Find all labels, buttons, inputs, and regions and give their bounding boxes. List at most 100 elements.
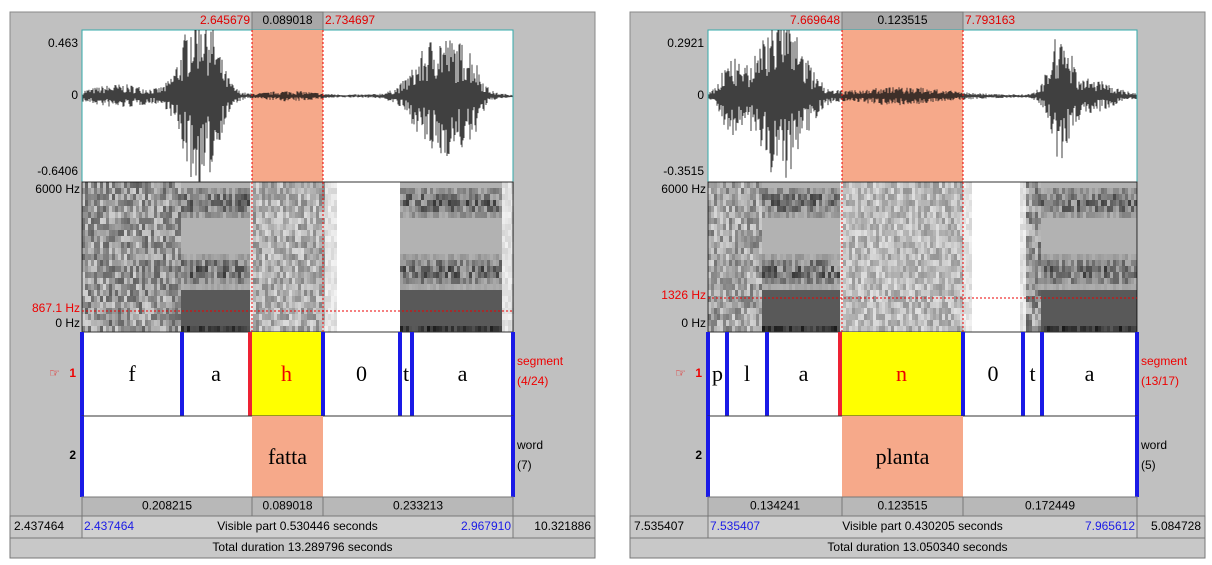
spectrogram-cell bbox=[298, 200, 301, 206]
spectrogram-cell bbox=[460, 224, 463, 230]
spectrogram-cell bbox=[280, 278, 283, 284]
spectrogram-cell bbox=[424, 218, 427, 224]
spectrogram-cell bbox=[133, 278, 136, 284]
spectrogram-cell bbox=[870, 266, 873, 272]
spectrogram-cell bbox=[915, 218, 918, 224]
interval-label[interactable]: h bbox=[281, 361, 292, 386]
spectrogram-cell bbox=[469, 314, 472, 320]
interval-label[interactable]: t bbox=[403, 361, 409, 386]
spectrogram-cell bbox=[744, 254, 747, 260]
spectrogram-cell bbox=[403, 242, 406, 248]
spectrogram-cell bbox=[253, 230, 256, 236]
spectrogram-cell bbox=[82, 248, 85, 254]
spectrogram-cell bbox=[91, 278, 94, 284]
spectrogram-cell bbox=[82, 314, 85, 320]
interval-label[interactable]: 0 bbox=[356, 361, 367, 386]
spectrogram-cell bbox=[451, 182, 454, 188]
spectrogram-cell bbox=[151, 260, 154, 266]
spectrogram-cell bbox=[307, 224, 310, 230]
spectrogram-cell bbox=[115, 284, 118, 290]
spectrogram-cell bbox=[843, 242, 846, 248]
spectrogram-cell bbox=[478, 296, 481, 302]
spectrogram-cell bbox=[265, 206, 268, 212]
spectrogram-cell bbox=[475, 194, 478, 200]
spectrogram-cell bbox=[864, 284, 867, 290]
spectrogram-cell bbox=[181, 242, 184, 248]
spectrogram-cell bbox=[319, 248, 322, 254]
spectrogram-cell bbox=[472, 230, 475, 236]
spectrogram-cell bbox=[238, 242, 241, 248]
spectrogram-cell bbox=[91, 260, 94, 266]
spectrogram-cell bbox=[711, 242, 714, 248]
spectrogram-cell bbox=[301, 266, 304, 272]
spectrogram-cell bbox=[822, 206, 825, 212]
spectrogram-cell bbox=[190, 212, 193, 218]
spectrogram-cell bbox=[415, 302, 418, 308]
spectrogram-cell bbox=[762, 272, 765, 278]
spectrogram-cell bbox=[448, 242, 451, 248]
spectrogram-cell bbox=[762, 212, 765, 218]
spectrogram-cell bbox=[127, 248, 130, 254]
spectrogram-cell bbox=[789, 314, 792, 320]
spectrogram-cell bbox=[91, 200, 94, 206]
spectrogram-cell bbox=[927, 254, 930, 260]
spectrogram-cell bbox=[783, 182, 786, 188]
spectrogram-cell bbox=[232, 248, 235, 254]
spectrogram-cell bbox=[744, 224, 747, 230]
spectrogram-cell bbox=[463, 230, 466, 236]
spectrogram-cell bbox=[232, 236, 235, 242]
interval-label[interactable]: a bbox=[458, 361, 468, 386]
spectrogram-cell bbox=[169, 200, 172, 206]
spectrogram-cell bbox=[475, 236, 478, 242]
spectrogram-cell bbox=[873, 326, 876, 332]
spectrogram-cell bbox=[918, 194, 921, 200]
selection-end: 2.734697 bbox=[325, 13, 375, 27]
spectrogram-cell bbox=[780, 236, 783, 242]
spectrogram-cell bbox=[903, 200, 906, 206]
spectrogram-cell bbox=[85, 314, 88, 320]
spectrogram-cell bbox=[879, 212, 882, 218]
spectrogram-cell bbox=[897, 320, 900, 326]
spectrogram-cell bbox=[490, 200, 493, 206]
spectrogram-cell bbox=[732, 284, 735, 290]
spectrogram-cell bbox=[909, 284, 912, 290]
spectrogram-cell bbox=[499, 224, 502, 230]
spectrogram-cell bbox=[460, 182, 463, 188]
spectrogram-cell bbox=[421, 230, 424, 236]
spectrogram-cell bbox=[891, 230, 894, 236]
spectrogram-cell bbox=[292, 194, 295, 200]
spectrogram-cell bbox=[765, 224, 768, 230]
interval-label[interactable]: f bbox=[128, 361, 136, 386]
spectrogram-cell bbox=[469, 260, 472, 266]
spectrogram-cell bbox=[169, 188, 172, 194]
spectrogram-cell bbox=[313, 230, 316, 236]
spectrogram-cell bbox=[280, 212, 283, 218]
spectrogram-cell bbox=[511, 296, 514, 302]
interval-label[interactable]: fatta bbox=[268, 444, 307, 469]
spectrogram-cell bbox=[789, 230, 792, 236]
spectrogram-cell bbox=[481, 278, 484, 284]
spectrogram-cell bbox=[472, 206, 475, 212]
interval-label[interactable]: a bbox=[211, 361, 221, 386]
spectrogram-cell bbox=[924, 182, 927, 188]
spectrogram-cell bbox=[196, 302, 199, 308]
spectrogram-cell bbox=[175, 236, 178, 242]
spectrogram-cell bbox=[316, 272, 319, 278]
spectrogram-cell bbox=[235, 218, 238, 224]
spectrogram-cell bbox=[187, 326, 190, 332]
spectrogram-cell bbox=[795, 242, 798, 248]
spectrogram-cell bbox=[469, 224, 472, 230]
spectrogram-cell bbox=[750, 248, 753, 254]
spectrogram-cell bbox=[190, 188, 193, 194]
spectrogram-cell bbox=[196, 290, 199, 296]
spectrogram-cell bbox=[825, 326, 828, 332]
spectrogram-cell bbox=[807, 266, 810, 272]
spectrogram-cell bbox=[271, 194, 274, 200]
spectrogram-cell bbox=[118, 326, 121, 332]
spectrogram-cell bbox=[316, 296, 319, 302]
spectrogram-cell bbox=[753, 248, 756, 254]
spectrogram-cell bbox=[792, 302, 795, 308]
spectrogram-cell bbox=[879, 248, 882, 254]
spectrogram-cell bbox=[927, 194, 930, 200]
spectrogram-cell bbox=[181, 254, 184, 260]
